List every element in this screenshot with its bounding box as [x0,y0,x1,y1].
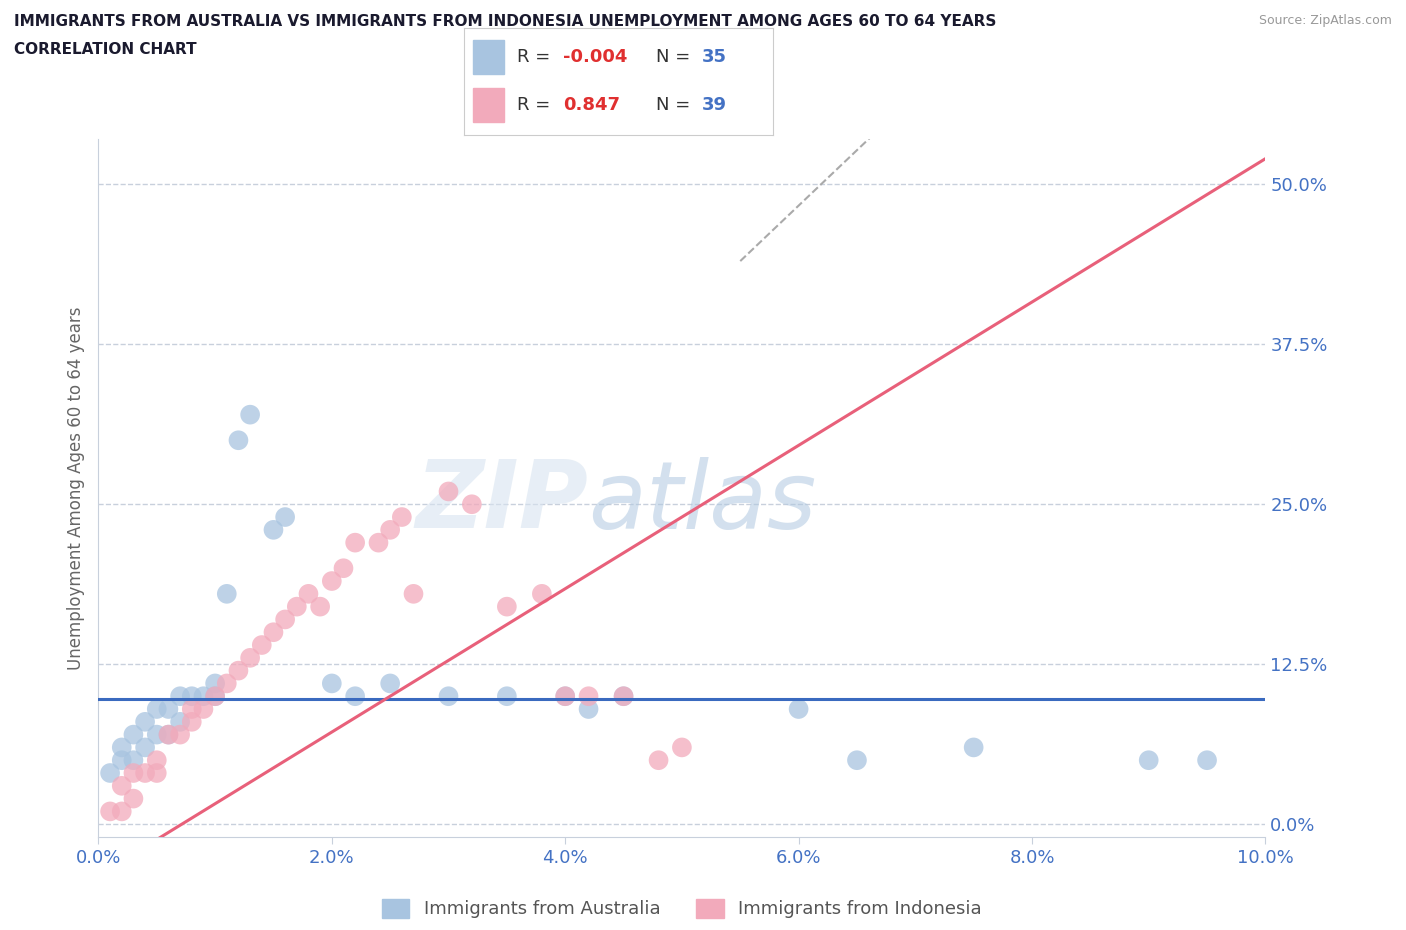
Point [578,701,600,716]
Point [845,752,868,767]
Bar [474,87,505,122]
Point [111,752,134,767]
Point [495,599,517,614]
Point [157,701,180,716]
Point [122,791,145,806]
Point [647,752,669,767]
Point [344,535,367,550]
Text: 39: 39 [702,96,727,113]
Text: R =: R = [516,96,555,113]
Point [391,510,413,525]
Point [215,676,238,691]
Point [344,689,367,704]
Point [1195,752,1218,767]
Point [530,587,553,602]
Text: CORRELATION CHART: CORRELATION CHART [14,42,197,57]
Point [169,727,191,742]
Point [98,765,121,780]
Point [98,804,121,818]
Point [122,752,145,767]
Point [193,701,215,716]
Text: IMMIGRANTS FROM AUSTRALIA VS IMMIGRANTS FROM INDONESIA UNEMPLOYMENT AMONG AGES 6: IMMIGRANTS FROM AUSTRALIA VS IMMIGRANTS … [14,14,997,29]
Text: 35: 35 [702,47,727,66]
Point [239,407,262,422]
Point [367,535,389,550]
Point [239,650,262,665]
Point [554,689,576,704]
Point [111,778,134,793]
Point [204,689,226,704]
Y-axis label: Unemployment Among Ages 60 to 64 years: Unemployment Among Ages 60 to 64 years [66,307,84,670]
Bar [474,40,505,73]
Point [402,587,425,602]
Point [180,714,202,729]
Point [787,701,810,716]
Text: Source: ZipAtlas.com: Source: ZipAtlas.com [1258,14,1392,27]
Point [169,714,191,729]
Point [495,689,517,704]
Point [157,727,180,742]
Point [378,523,402,538]
Point [122,765,145,780]
Point [274,510,297,525]
Point [554,689,576,704]
Point [134,740,156,755]
Point [437,484,460,498]
Text: ZIP: ZIP [416,457,589,548]
Point [169,689,191,704]
Point [204,689,226,704]
Point [146,752,169,767]
Point [612,689,634,704]
Text: 0.847: 0.847 [562,96,620,113]
Text: R =: R = [516,47,555,66]
Point [461,497,484,512]
Point [111,804,134,818]
Point [122,727,145,742]
Point [215,587,238,602]
Point [228,663,250,678]
Point [262,625,284,640]
Point [962,740,984,755]
Point [297,587,319,602]
Point [437,689,460,704]
Point [134,714,156,729]
Text: atlas: atlas [589,457,817,548]
Point [250,638,273,653]
Point [146,727,169,742]
Point [378,676,402,691]
Legend: Immigrants from Australia, Immigrants from Indonesia: Immigrants from Australia, Immigrants fr… [375,892,988,925]
Point [321,574,343,589]
Point [228,432,250,447]
Point [285,599,308,614]
Text: N =: N = [655,96,696,113]
Point [309,599,332,614]
Point [321,676,343,691]
Point [146,765,169,780]
Point [1137,752,1160,767]
Point [262,523,284,538]
Point [612,689,634,704]
Point [671,740,693,755]
Point [157,727,180,742]
Point [111,740,134,755]
Point [204,676,226,691]
Text: -0.004: -0.004 [562,47,627,66]
Point [193,689,215,704]
Point [180,701,202,716]
Point [134,765,156,780]
Point [332,561,354,576]
Point [274,612,297,627]
Point [180,689,202,704]
Point [578,689,600,704]
Text: N =: N = [655,47,696,66]
Point [146,701,169,716]
